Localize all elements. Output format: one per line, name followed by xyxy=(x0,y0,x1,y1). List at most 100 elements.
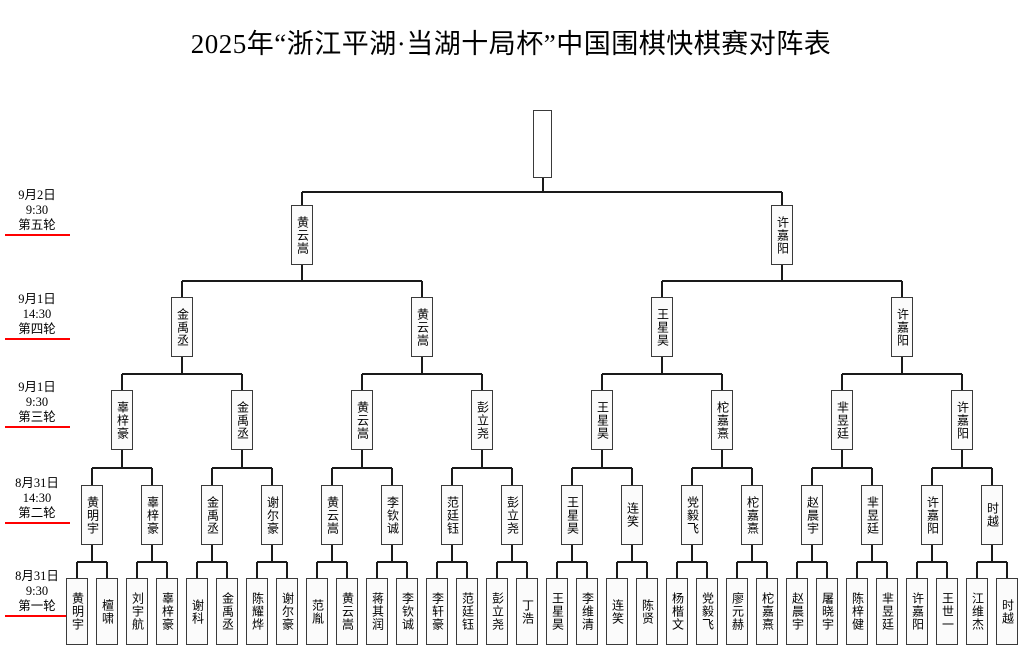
connector-vertical xyxy=(961,373,963,390)
player-box-round1[interactable]: 杨楷文 xyxy=(666,578,688,645)
connector-horizontal xyxy=(812,466,872,469)
player-box-round1[interactable]: 王世一 xyxy=(936,578,958,645)
player-box-round1[interactable]: 丁浩 xyxy=(516,578,538,645)
connector-horizontal xyxy=(197,560,227,563)
connector-horizontal xyxy=(452,466,512,469)
player-box-round1[interactable]: 辜梓豪 xyxy=(156,578,178,645)
connector-vertical xyxy=(826,561,828,578)
connector-horizontal xyxy=(317,560,347,563)
connector-vertical xyxy=(181,357,183,374)
connector-vertical xyxy=(331,467,333,485)
connector-vertical xyxy=(601,450,603,468)
player-box-round1[interactable]: 柁嘉熹 xyxy=(756,578,778,645)
player-box-round4[interactable]: 王星昊 xyxy=(651,297,673,357)
player-box-round2[interactable]: 黄云嵩 xyxy=(321,485,343,545)
connector-vertical xyxy=(361,373,363,390)
player-box-round1[interactable]: 屠晓宇 xyxy=(816,578,838,645)
player-box-round2[interactable]: 金禹丞 xyxy=(201,485,223,545)
player-box-round1[interactable]: 黄云嵩 xyxy=(336,578,358,645)
player-box-round1[interactable]: 李维清 xyxy=(576,578,598,645)
player-box-round1[interactable]: 江维杰 xyxy=(966,578,988,645)
player-box-round2[interactable]: 范廷钰 xyxy=(441,485,463,545)
player-box-round1[interactable]: 黄明宇 xyxy=(66,578,88,645)
player-box-round1[interactable]: 陈梓健 xyxy=(846,578,868,645)
round-label-round4: 9月1日 14:30 第四轮 xyxy=(2,292,72,340)
connector-vertical xyxy=(421,357,423,374)
player-box-round3[interactable]: 芈昱廷 xyxy=(831,390,853,450)
player-box-round2[interactable]: 彭立尧 xyxy=(501,485,523,545)
player-box-round1[interactable]: 廖元赫 xyxy=(726,578,748,645)
player-box-round3[interactable]: 彭立尧 xyxy=(471,390,493,450)
connector-vertical xyxy=(271,545,273,562)
connector-vertical xyxy=(481,373,483,390)
player-box-round2[interactable]: 李钦诚 xyxy=(381,485,403,545)
player-box-round1[interactable]: 檀啸 xyxy=(96,578,118,645)
connector-vertical xyxy=(571,467,573,485)
player-box-round1[interactable]: 许嘉阳 xyxy=(906,578,928,645)
connector-vertical xyxy=(391,467,393,485)
player-box-round3[interactable]: 金禹丞 xyxy=(231,390,253,450)
champion-box[interactable] xyxy=(533,110,552,178)
connector-vertical xyxy=(556,561,558,578)
player-box-round2[interactable]: 许嘉阳 xyxy=(921,485,943,545)
player-box-round2[interactable]: 柁嘉熹 xyxy=(741,485,763,545)
player-box-round2[interactable]: 黄明宇 xyxy=(81,485,103,545)
connector-horizontal xyxy=(122,372,242,375)
player-box-round5[interactable]: 许嘉阳 xyxy=(771,205,793,265)
player-box-round1[interactable]: 陈耀烨 xyxy=(246,578,268,645)
connector-horizontal xyxy=(572,466,632,469)
player-box-round1[interactable]: 王星昊 xyxy=(546,578,568,645)
player-box-round1[interactable]: 芈昱廷 xyxy=(876,578,898,645)
connector-vertical xyxy=(466,561,468,578)
player-box-round3[interactable]: 柁嘉熹 xyxy=(711,390,733,450)
player-box-round3[interactable]: 黄云嵩 xyxy=(351,390,373,450)
player-box-round2[interactable]: 时越 xyxy=(981,485,1003,545)
player-box-round1[interactable]: 蒋其润 xyxy=(366,578,388,645)
connector-vertical xyxy=(526,561,528,578)
player-box-round2[interactable]: 党毅飞 xyxy=(681,485,703,545)
connector-vertical xyxy=(541,178,544,192)
connector-vertical xyxy=(406,561,408,578)
round1-date: 8月31日 xyxy=(15,569,59,583)
player-box-round2[interactable]: 赵晨宇 xyxy=(801,485,823,545)
round1-name: 第一轮 xyxy=(18,599,56,613)
round5-name: 第五轮 xyxy=(18,218,56,232)
player-box-round5[interactable]: 黄云嵩 xyxy=(291,205,313,265)
connector-vertical xyxy=(511,467,513,485)
player-box-round2[interactable]: 谢尔豪 xyxy=(261,485,283,545)
player-box-round3[interactable]: 许嘉阳 xyxy=(951,390,973,450)
player-box-round1[interactable]: 陈贤 xyxy=(636,578,658,645)
player-box-round1[interactable]: 党毅飞 xyxy=(696,578,718,645)
player-box-round1[interactable]: 李钦诚 xyxy=(396,578,418,645)
player-box-round1[interactable]: 刘宇航 xyxy=(126,578,148,645)
connector-vertical xyxy=(871,545,873,562)
connector-vertical xyxy=(286,561,288,578)
player-box-round2[interactable]: 连笑 xyxy=(621,485,643,545)
player-box-round3[interactable]: 王星昊 xyxy=(591,390,613,450)
round5-date: 9月2日 xyxy=(18,188,56,202)
player-box-round1[interactable]: 赵晨宇 xyxy=(786,578,808,645)
player-box-round1[interactable]: 范廷钰 xyxy=(456,578,478,645)
player-box-round1[interactable]: 时越 xyxy=(996,578,1018,645)
connector-horizontal xyxy=(182,280,422,282)
player-box-round2[interactable]: 王星昊 xyxy=(561,485,583,545)
connector-vertical xyxy=(511,545,513,562)
connector-vertical xyxy=(211,545,213,562)
player-box-round1[interactable]: 彭立尧 xyxy=(486,578,508,645)
player-box-round1[interactable]: 李轩豪 xyxy=(426,578,448,645)
player-box-round4[interactable]: 黄云嵩 xyxy=(411,297,433,357)
player-box-round4[interactable]: 金禹丞 xyxy=(171,297,193,357)
connector-vertical xyxy=(856,561,858,578)
player-box-round3[interactable]: 辜梓豪 xyxy=(111,390,133,450)
player-box-round1[interactable]: 金禹丞 xyxy=(216,578,238,645)
connector-vertical xyxy=(106,561,108,578)
connector-vertical xyxy=(721,373,723,390)
player-box-round1[interactable]: 范胤 xyxy=(306,578,328,645)
player-box-round1[interactable]: 谢尔豪 xyxy=(276,578,298,645)
player-box-round1[interactable]: 连笑 xyxy=(606,578,628,645)
player-box-round2[interactable]: 辜梓豪 xyxy=(141,485,163,545)
connector-vertical xyxy=(751,545,753,562)
player-box-round4[interactable]: 许嘉阳 xyxy=(891,297,913,357)
player-box-round1[interactable]: 谢科 xyxy=(186,578,208,645)
player-box-round2[interactable]: 芈昱廷 xyxy=(861,485,883,545)
